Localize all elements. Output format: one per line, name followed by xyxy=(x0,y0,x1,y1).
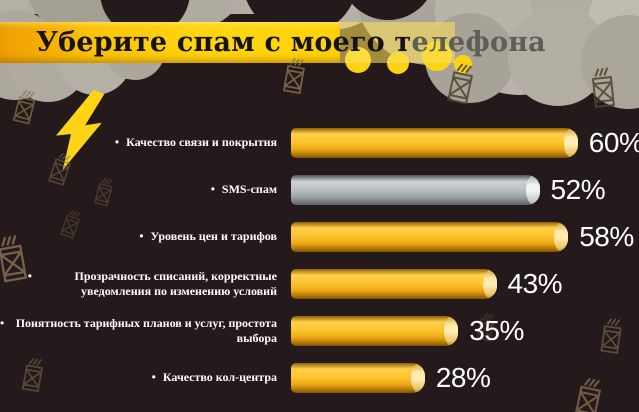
value-label: 43% xyxy=(507,267,563,299)
category-label: SMS-спам xyxy=(221,182,277,196)
category-label: Уровень цен и тарифов xyxy=(150,229,277,243)
category-label: Прозрачность списаний, корректные уведом… xyxy=(74,268,278,298)
page-title: Уберите спам с моего телефона xyxy=(0,22,546,64)
bar-chart: • Качество связи и покрытия 60% • SMS-спам 52… xyxy=(0,119,639,401)
bar xyxy=(291,127,578,158)
value-label: 28% xyxy=(435,361,491,393)
chart-row: • Качество связи и покрытия 60% xyxy=(0,119,639,166)
bar-end-cap xyxy=(554,221,569,252)
bar-end-cap xyxy=(563,127,578,158)
chart-row: • Прозрачность списаний, корректные уведо… xyxy=(0,260,639,307)
envelope-icon xyxy=(21,357,43,393)
chart-row: • Понятность тарифных планов и услуг, про… xyxy=(0,307,639,354)
envelope-icon xyxy=(93,178,113,207)
envelope-icon xyxy=(48,153,71,186)
bar xyxy=(291,221,569,252)
bar-end-cap xyxy=(410,362,425,393)
chart-row: • SMS-спам 52% xyxy=(0,166,639,213)
bar-end-cap xyxy=(525,174,540,205)
envelope-icon xyxy=(574,378,602,412)
category-label: Качество кол-центра xyxy=(162,370,277,384)
bar-end-cap xyxy=(444,315,459,346)
bar-end-cap xyxy=(482,268,497,299)
category-label-cell: • Прозрачность списаний, корректные уведо… xyxy=(0,269,277,299)
chart-row: • Уровень цен и тарифов 58% xyxy=(0,213,639,260)
envelope-icon xyxy=(447,63,474,105)
bullet-icon: • xyxy=(151,370,156,384)
bar xyxy=(291,362,425,393)
lightning-icon xyxy=(56,90,105,170)
bar xyxy=(291,174,540,205)
category-label: Качество связи и покрытия xyxy=(126,135,277,149)
value-label: 58% xyxy=(579,220,634,252)
bullet-icon: • xyxy=(139,229,144,243)
category-label-cell: • Качество связи и покрытия xyxy=(0,135,277,150)
category-label: Понятность тарифных планов и услуг, прос… xyxy=(15,315,277,345)
chart-row: • Качество кол-центра 28% xyxy=(0,354,639,401)
bullet-icon: • xyxy=(114,135,120,149)
bullet-icon: • xyxy=(0,315,5,330)
category-label-cell: • SMS-спам xyxy=(0,182,277,197)
value-label: 52% xyxy=(550,173,606,205)
title-banner-solid xyxy=(0,22,340,63)
page-title-faded: елефона xyxy=(411,27,546,58)
category-label-cell: • Уровень цен и тарифов xyxy=(0,229,277,244)
title-banner-faded-extension xyxy=(340,22,455,63)
value-label: 35% xyxy=(469,314,524,346)
bullet-icon: • xyxy=(210,182,215,196)
category-label-cell: • Понятность тарифных планов и услуг, про… xyxy=(0,316,277,346)
bar xyxy=(291,315,459,346)
bullet-icon: • xyxy=(27,268,32,283)
title-banner: Уберите спам с моего телефона xyxy=(0,22,546,64)
envelope-icon xyxy=(476,313,495,342)
envelope-icon xyxy=(59,210,81,239)
envelope-icon xyxy=(12,89,36,125)
bar xyxy=(291,268,497,299)
envelope-icon xyxy=(0,235,28,283)
envelope-icon xyxy=(600,318,622,354)
category-label-cell: • Качество кол-центра xyxy=(0,370,277,385)
value-label: 60% xyxy=(588,126,639,158)
envelope-icon xyxy=(282,58,305,95)
envelope-icon xyxy=(591,67,615,108)
page-title-main: Уберите спам с моего т xyxy=(36,27,412,58)
